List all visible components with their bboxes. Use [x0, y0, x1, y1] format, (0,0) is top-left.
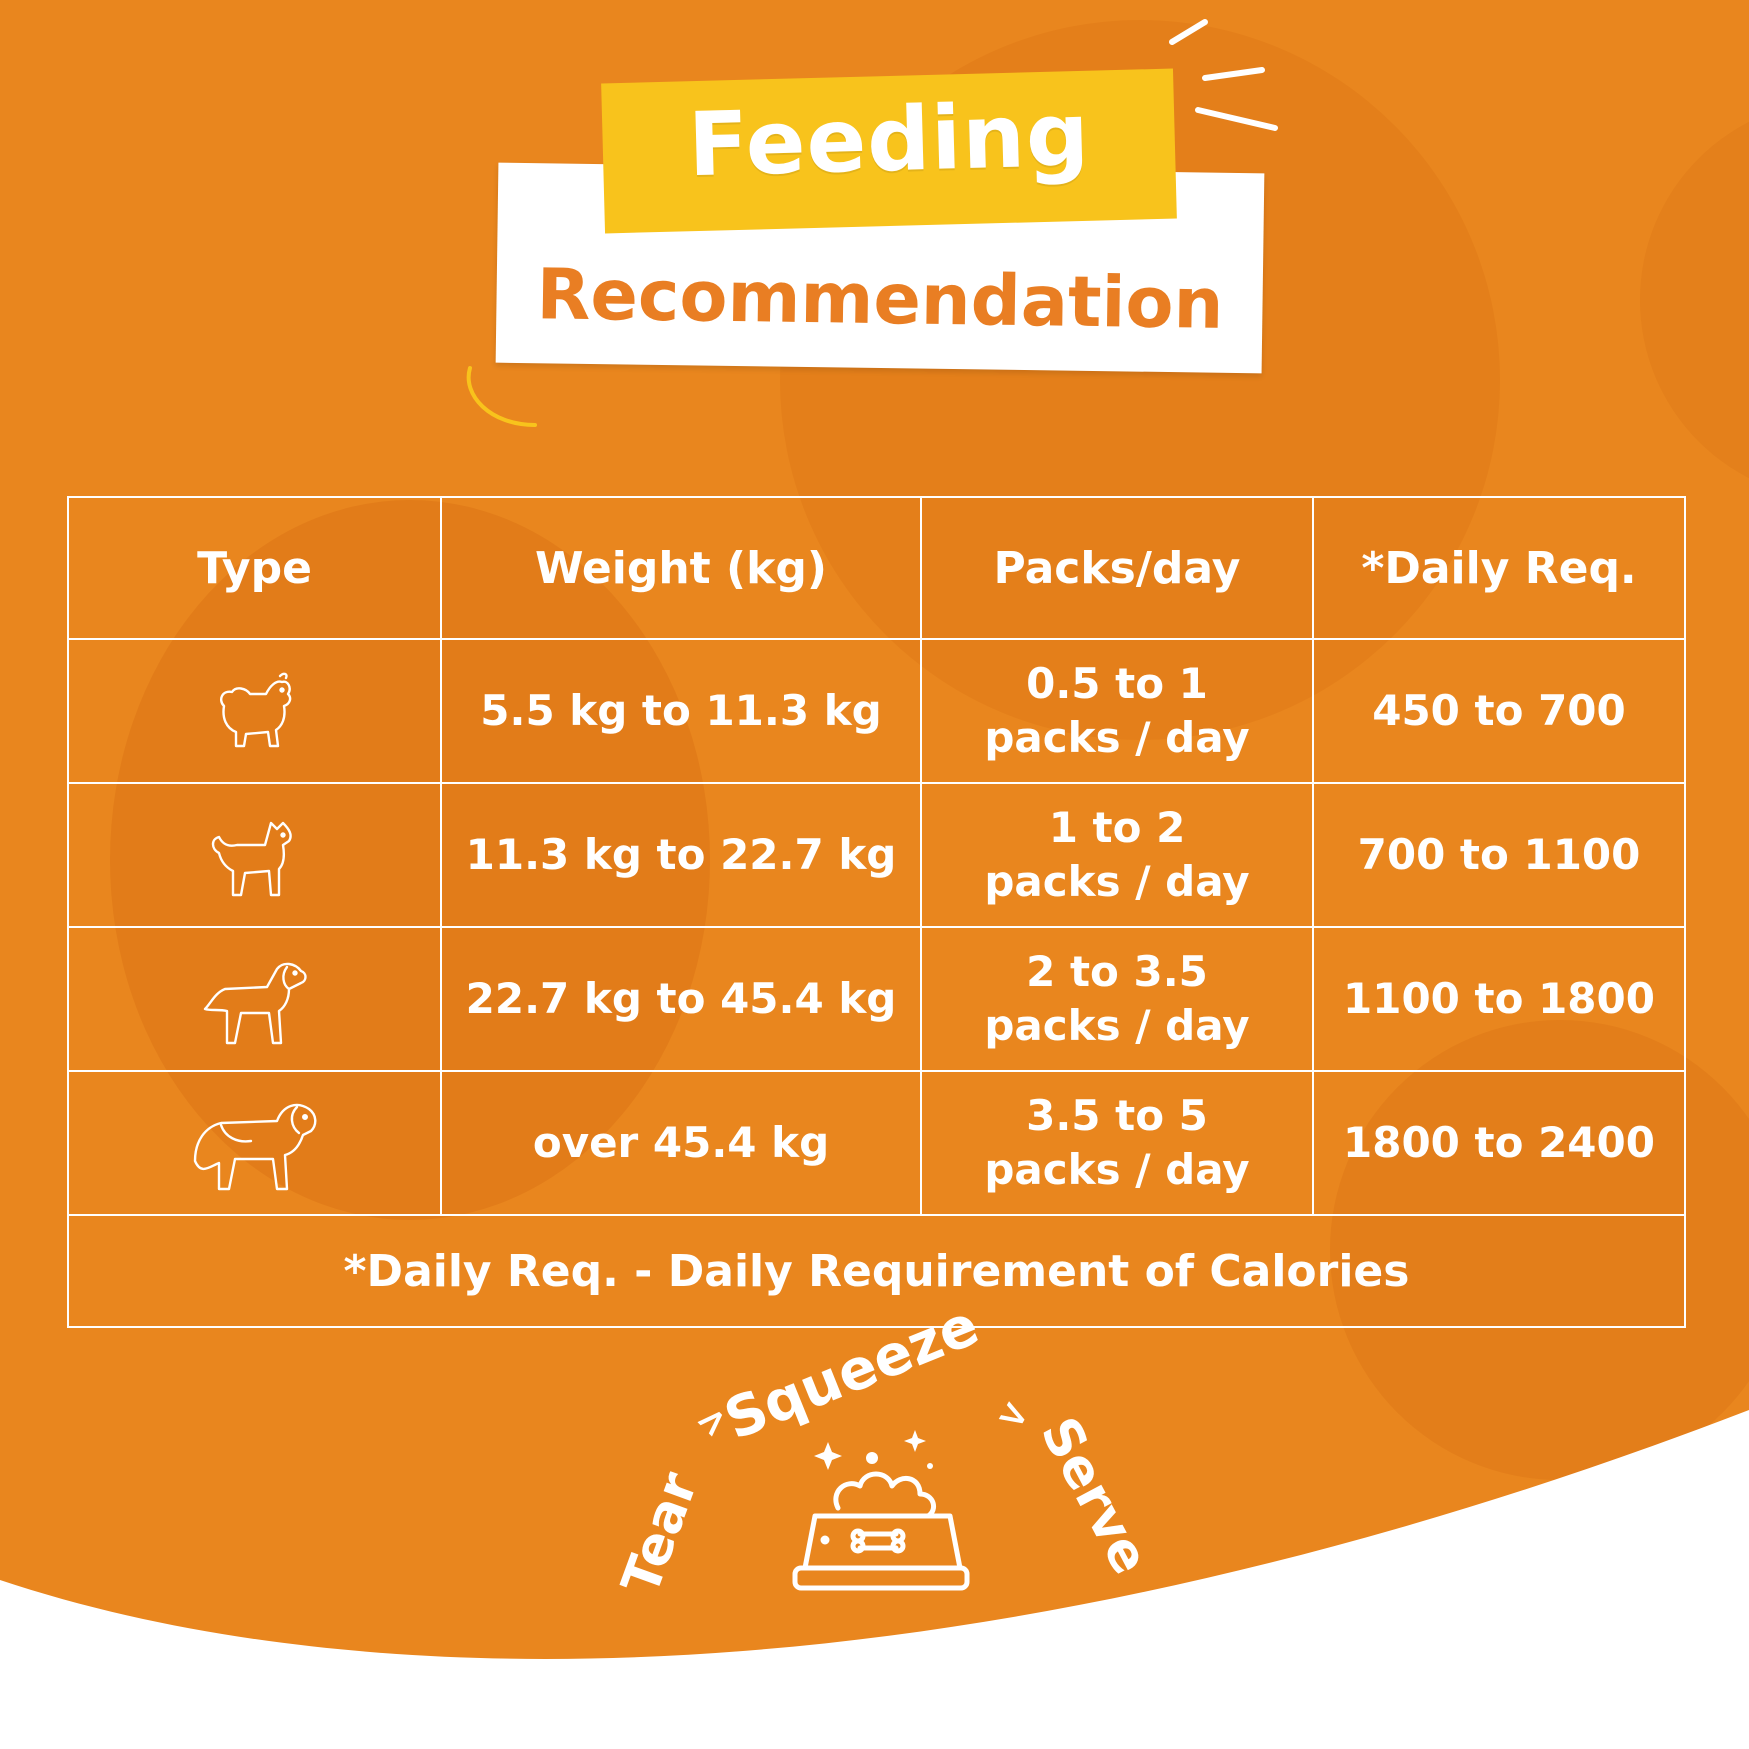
medium-dog-icon — [211, 821, 292, 897]
daily-req-cell: 700 to 1100 — [1312, 782, 1686, 928]
packs-range: 0.5 to 1 — [1026, 659, 1208, 708]
weight-cell: 22.7 kg to 45.4 kg — [440, 926, 922, 1072]
packs-unit: packs / day — [984, 713, 1250, 762]
feeding-table: Type Weight (kg) Packs/day *Daily Req. 5… — [67, 496, 1686, 1328]
large-dog-icon — [203, 962, 307, 1045]
weight-cell: over 45.4 kg — [440, 1070, 922, 1216]
weight-cell: 5.5 kg to 11.3 kg — [440, 638, 922, 784]
packs-unit: packs / day — [984, 857, 1250, 906]
header-daily-req: *Daily Req. — [1312, 496, 1686, 640]
daily-req-cell: 1100 to 1800 — [1312, 926, 1686, 1072]
table-row: over 45.4 kg 3.5 to 5 packs / day 1800 t… — [67, 1070, 1686, 1216]
header-type: Type — [67, 496, 442, 640]
weight-cell: 11.3 kg to 22.7 kg — [440, 782, 922, 928]
type-cell — [67, 1070, 442, 1216]
footnote: *Daily Req. - Daily Requirement of Calor… — [67, 1214, 1686, 1328]
table-row: 22.7 kg to 45.4 kg 2 to 3.5 packs / day … — [67, 926, 1686, 1072]
type-cell — [67, 926, 442, 1072]
type-cell — [67, 782, 442, 928]
packs-range: 1 to 2 — [1048, 803, 1186, 852]
header-packs: Packs/day — [920, 496, 1314, 640]
daily-req-cell: 450 to 700 — [1312, 638, 1686, 784]
table-footnote-row: *Daily Req. - Daily Requirement of Calor… — [67, 1214, 1686, 1328]
packs-unit: packs / day — [984, 1001, 1250, 1050]
packs-cell: 1 to 2 packs / day — [920, 782, 1314, 928]
type-cell — [67, 638, 442, 784]
packs-range: 3.5 to 5 — [1026, 1091, 1208, 1140]
title-feeding: Feeding — [686, 82, 1092, 197]
packs-unit: packs / day — [984, 1145, 1250, 1194]
table-row: 11.3 kg to 22.7 kg 1 to 2 packs / day 70… — [67, 782, 1686, 928]
daily-req-cell: 1800 to 2400 — [1312, 1070, 1686, 1216]
table-header-row: Type Weight (kg) Packs/day *Daily Req. — [67, 496, 1686, 640]
packs-cell: 0.5 to 1 packs / day — [920, 638, 1314, 784]
table-row: 5.5 kg to 11.3 kg 0.5 to 1 packs / day 4… — [67, 638, 1686, 784]
packs-cell: 2 to 3.5 packs / day — [920, 926, 1314, 1072]
packs-cell: 3.5 to 5 packs / day — [920, 1070, 1314, 1216]
giant-dog-icon — [193, 1103, 316, 1191]
packs-range: 2 to 3.5 — [1026, 947, 1208, 996]
header-weight: Weight (kg) — [440, 496, 922, 640]
title-recommendation: Recommendation — [536, 253, 1224, 345]
small-dog-icon — [219, 672, 291, 748]
